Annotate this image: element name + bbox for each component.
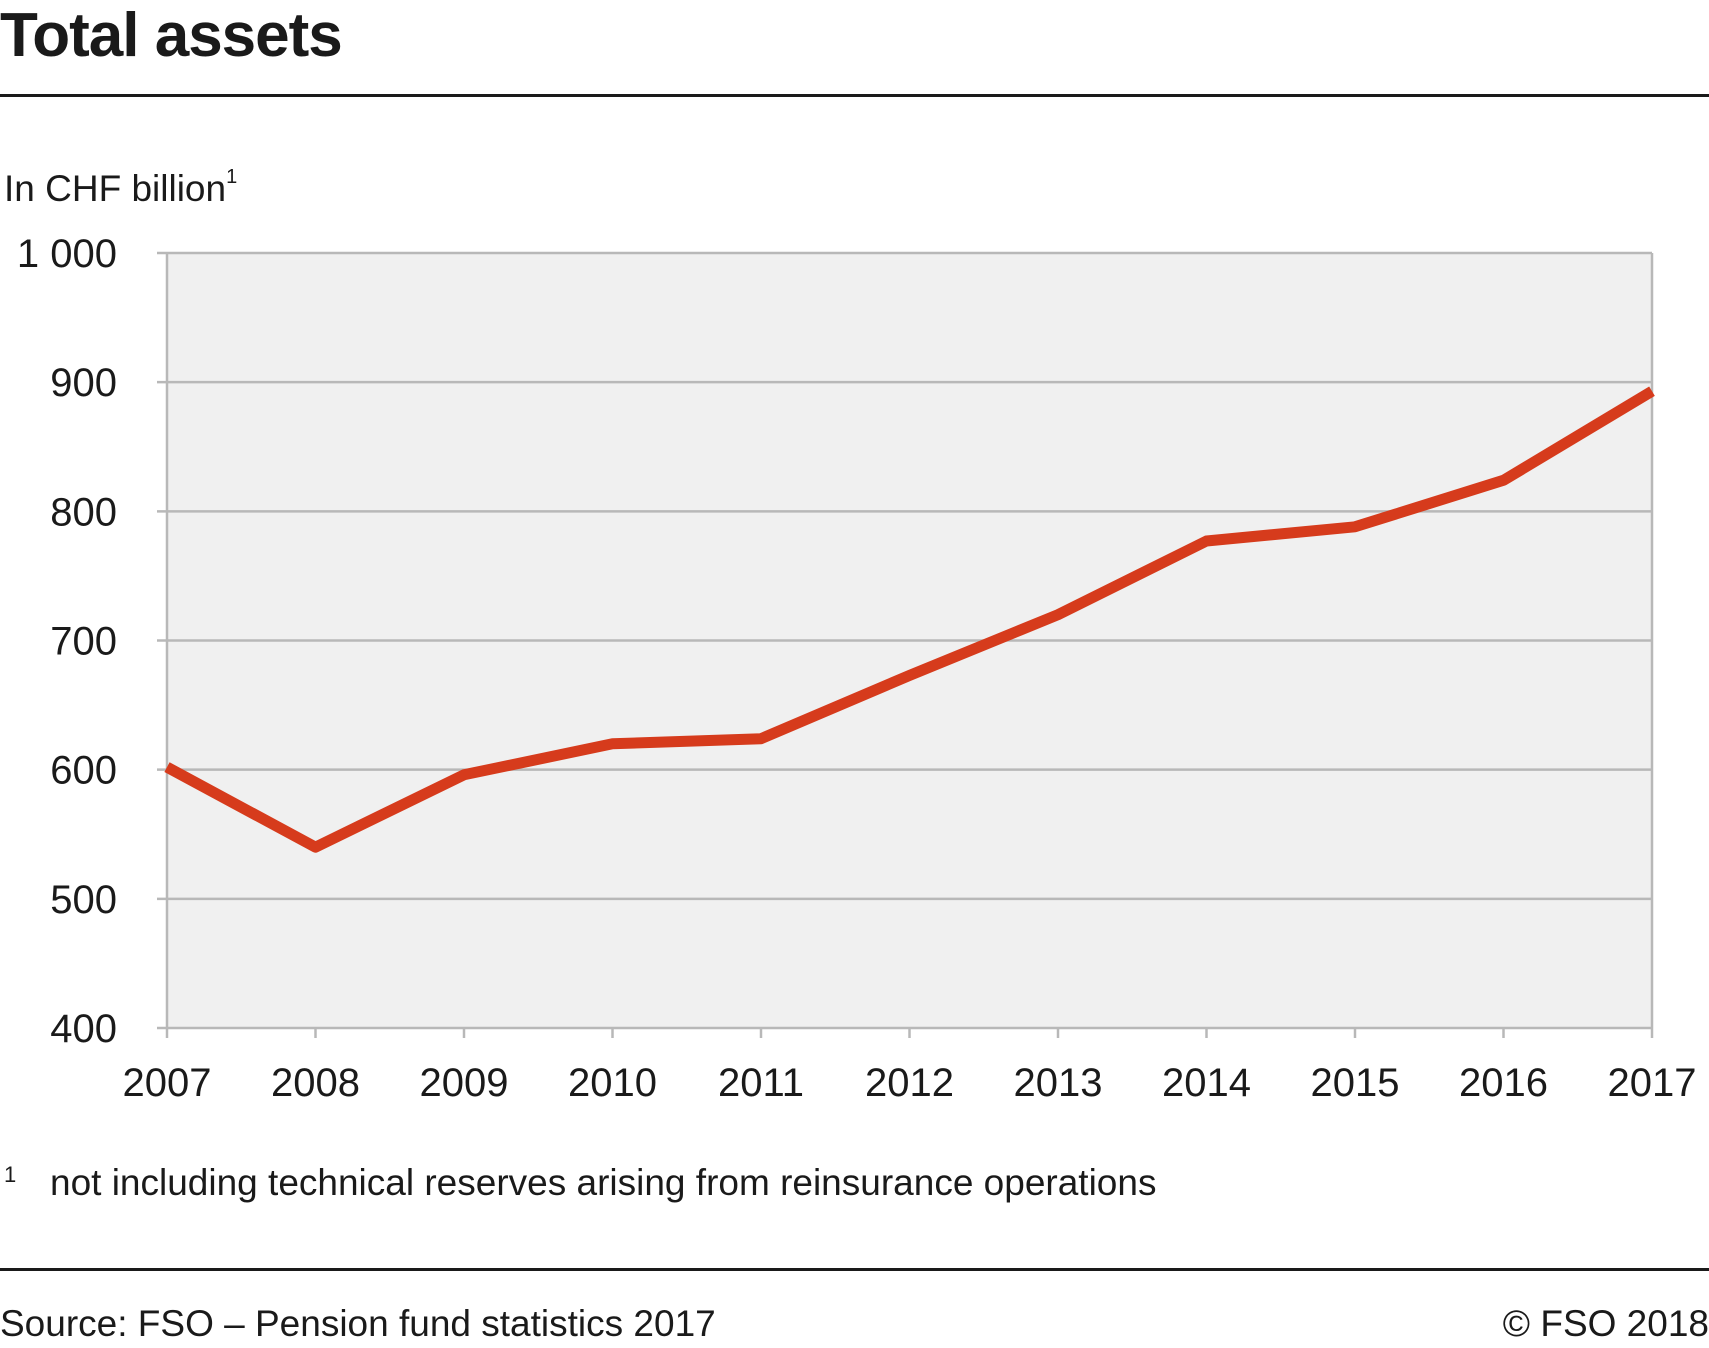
y-axis-unit-label: In CHF billion1 <box>4 166 238 210</box>
unit-footnote-mark: 1 <box>226 166 238 188</box>
line-chart: 400 500 600 700 800 900 1 000 2007 2008 2009 2010 2… <box>17 232 1697 1105</box>
x-tick-label: 2013 <box>1014 1061 1103 1105</box>
footnote-text: not including technical reserves arising… <box>50 1162 1157 1203</box>
chart-title: Total assets <box>0 1 343 70</box>
y-tick-label: 700 <box>50 620 117 664</box>
x-tick-label: 2008 <box>271 1061 360 1105</box>
y-tick-label: 1 000 <box>17 232 117 276</box>
y-tick-label: 900 <box>50 361 117 405</box>
x-tick-label: 2014 <box>1162 1061 1251 1105</box>
source-text: Source: FSO – Pension fund statistics 20… <box>0 1303 716 1344</box>
x-tick-label: 2016 <box>1459 1061 1548 1105</box>
y-tick-label: 800 <box>50 490 117 534</box>
y-tick-label: 400 <box>50 1007 117 1051</box>
footer-rule <box>0 1268 1709 1271</box>
title-rule <box>0 94 1709 97</box>
footnote-mark: 1 <box>4 1162 17 1187</box>
unit-text: In CHF billion <box>4 168 227 209</box>
y-tick-label: 500 <box>50 878 117 922</box>
x-tick-label: 2012 <box>865 1061 954 1105</box>
y-tick-label: 600 <box>50 749 117 793</box>
x-tick-label: 2007 <box>123 1061 212 1105</box>
copyright-text: © FSO 2018 <box>1502 1303 1709 1344</box>
x-tick-label: 2011 <box>718 1061 804 1105</box>
x-tick-label: 2009 <box>420 1061 509 1105</box>
x-tick-label: 2015 <box>1311 1061 1400 1105</box>
x-tick-label: 2010 <box>568 1061 657 1105</box>
x-tick-label: 2017 <box>1608 1061 1697 1105</box>
